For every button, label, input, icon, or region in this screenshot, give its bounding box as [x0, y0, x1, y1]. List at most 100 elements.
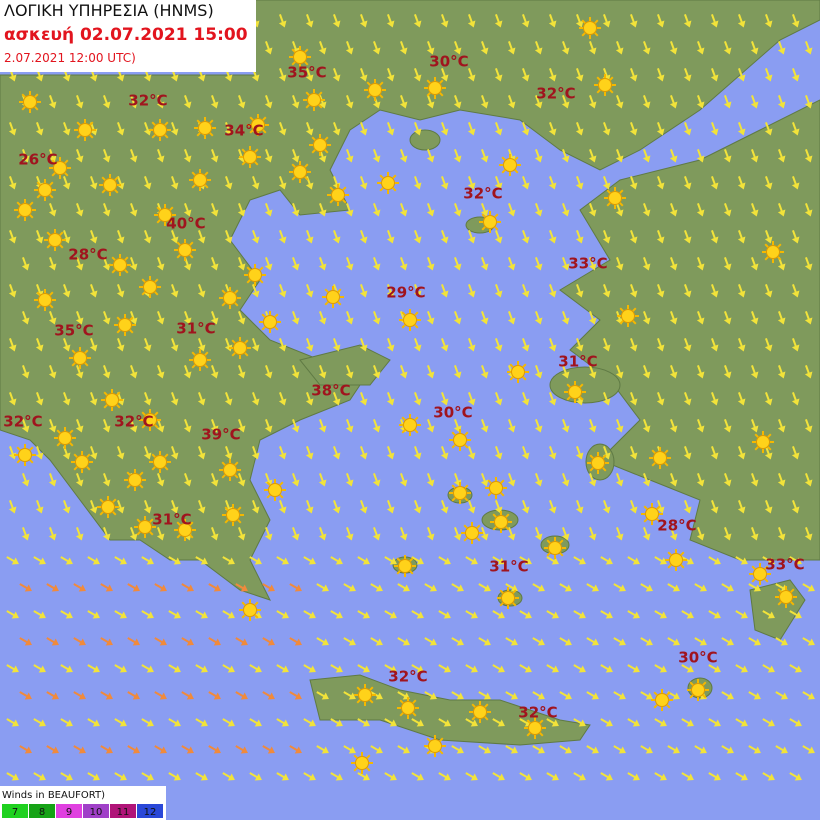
arrow-head	[443, 665, 451, 673]
arrow-head	[467, 236, 476, 244]
arrow-head	[170, 290, 179, 298]
arrow-head	[227, 719, 235, 727]
arrow-head	[750, 371, 759, 379]
arrow	[222, 664, 235, 673]
arrow-head	[480, 479, 489, 487]
sun-ray	[337, 301, 342, 306]
sun-disc	[118, 318, 132, 332]
arrow	[372, 365, 381, 379]
sun-ray	[396, 570, 401, 575]
arrow	[62, 500, 71, 514]
sun-ray	[318, 104, 323, 109]
sun-ray	[29, 459, 34, 464]
arrow-head	[116, 452, 125, 460]
sun-ray	[409, 570, 414, 575]
arrow	[586, 637, 599, 646]
arrow-head	[804, 47, 813, 55]
arrow-head	[578, 611, 586, 619]
arrow	[735, 772, 748, 781]
arrow	[386, 230, 395, 244]
arrow-head	[494, 452, 503, 460]
arrow-head	[453, 533, 462, 541]
arrow	[6, 664, 19, 673]
arrow-head	[251, 452, 260, 460]
sun-icon	[587, 452, 609, 474]
arrow	[627, 664, 640, 673]
arrow	[654, 610, 667, 619]
arrow	[129, 203, 138, 217]
arrow-head	[794, 665, 802, 673]
sun-ray	[366, 767, 371, 772]
arrow	[222, 556, 235, 565]
arrow	[156, 419, 165, 433]
sun-disc	[75, 455, 89, 469]
sun-ray	[589, 454, 594, 459]
arrow-head	[143, 236, 152, 244]
arrow-head	[656, 290, 665, 298]
sun-ray	[324, 149, 329, 154]
arrow-head	[723, 317, 732, 325]
arrow	[168, 664, 181, 673]
arrow-head	[534, 155, 543, 163]
arrow-head	[89, 182, 98, 190]
arrow	[737, 122, 746, 136]
arrow	[696, 203, 705, 217]
arrow-head	[183, 101, 192, 109]
arrow	[426, 257, 435, 271]
arrow-head	[602, 506, 611, 514]
arrow	[642, 527, 651, 541]
arrow-head	[267, 692, 275, 700]
arrow-head	[335, 773, 343, 781]
arrow	[438, 556, 451, 565]
sun-icon	[579, 17, 601, 39]
arrow	[629, 176, 638, 190]
arrow-head	[278, 182, 287, 190]
arrow-head	[723, 479, 732, 487]
arrow	[683, 230, 692, 244]
arrow-head	[588, 479, 597, 487]
arrow	[519, 772, 532, 781]
arrow	[480, 473, 489, 487]
sun-ray	[501, 156, 506, 161]
arrow	[235, 637, 248, 646]
arrow	[575, 500, 584, 514]
arrow-head	[372, 479, 381, 487]
temperature-labels: 35°C30°C32°C 32°C34°C26°C32°C40°C28°C 33°C…	[3, 53, 804, 722]
arrow	[710, 230, 719, 244]
arrow-head	[21, 155, 30, 163]
arrow	[127, 583, 140, 592]
arrow-head	[672, 746, 680, 754]
sun-ray	[414, 311, 419, 316]
arrow-head	[642, 533, 651, 541]
arrow-head	[642, 317, 651, 325]
sun-ray	[116, 329, 121, 334]
arrow-head	[726, 692, 734, 700]
arrow	[480, 419, 489, 433]
arrow	[154, 691, 167, 700]
arrow-head	[251, 236, 260, 244]
arrow-head	[210, 425, 219, 433]
arrow	[316, 637, 329, 646]
sun-disc	[398, 559, 412, 573]
arrow	[642, 365, 651, 379]
arrow	[143, 446, 152, 460]
arrow-head	[564, 584, 572, 592]
arrow-head	[804, 209, 813, 217]
arrow-head	[318, 209, 327, 217]
arrow	[505, 691, 518, 700]
sun-disc	[53, 161, 67, 175]
arrow	[694, 637, 707, 646]
arrow	[494, 122, 503, 136]
sun-ray	[154, 291, 159, 296]
sun-ray	[481, 213, 486, 218]
arrow	[210, 365, 219, 379]
sun-ray	[221, 302, 226, 307]
arrow-head	[548, 452, 557, 460]
arrow	[129, 419, 138, 433]
arrow-head	[240, 692, 248, 700]
arrow	[62, 392, 71, 406]
arrow-head	[632, 719, 640, 727]
arrow-head	[645, 746, 653, 754]
arrow-head	[794, 611, 802, 619]
arrow	[357, 718, 370, 727]
